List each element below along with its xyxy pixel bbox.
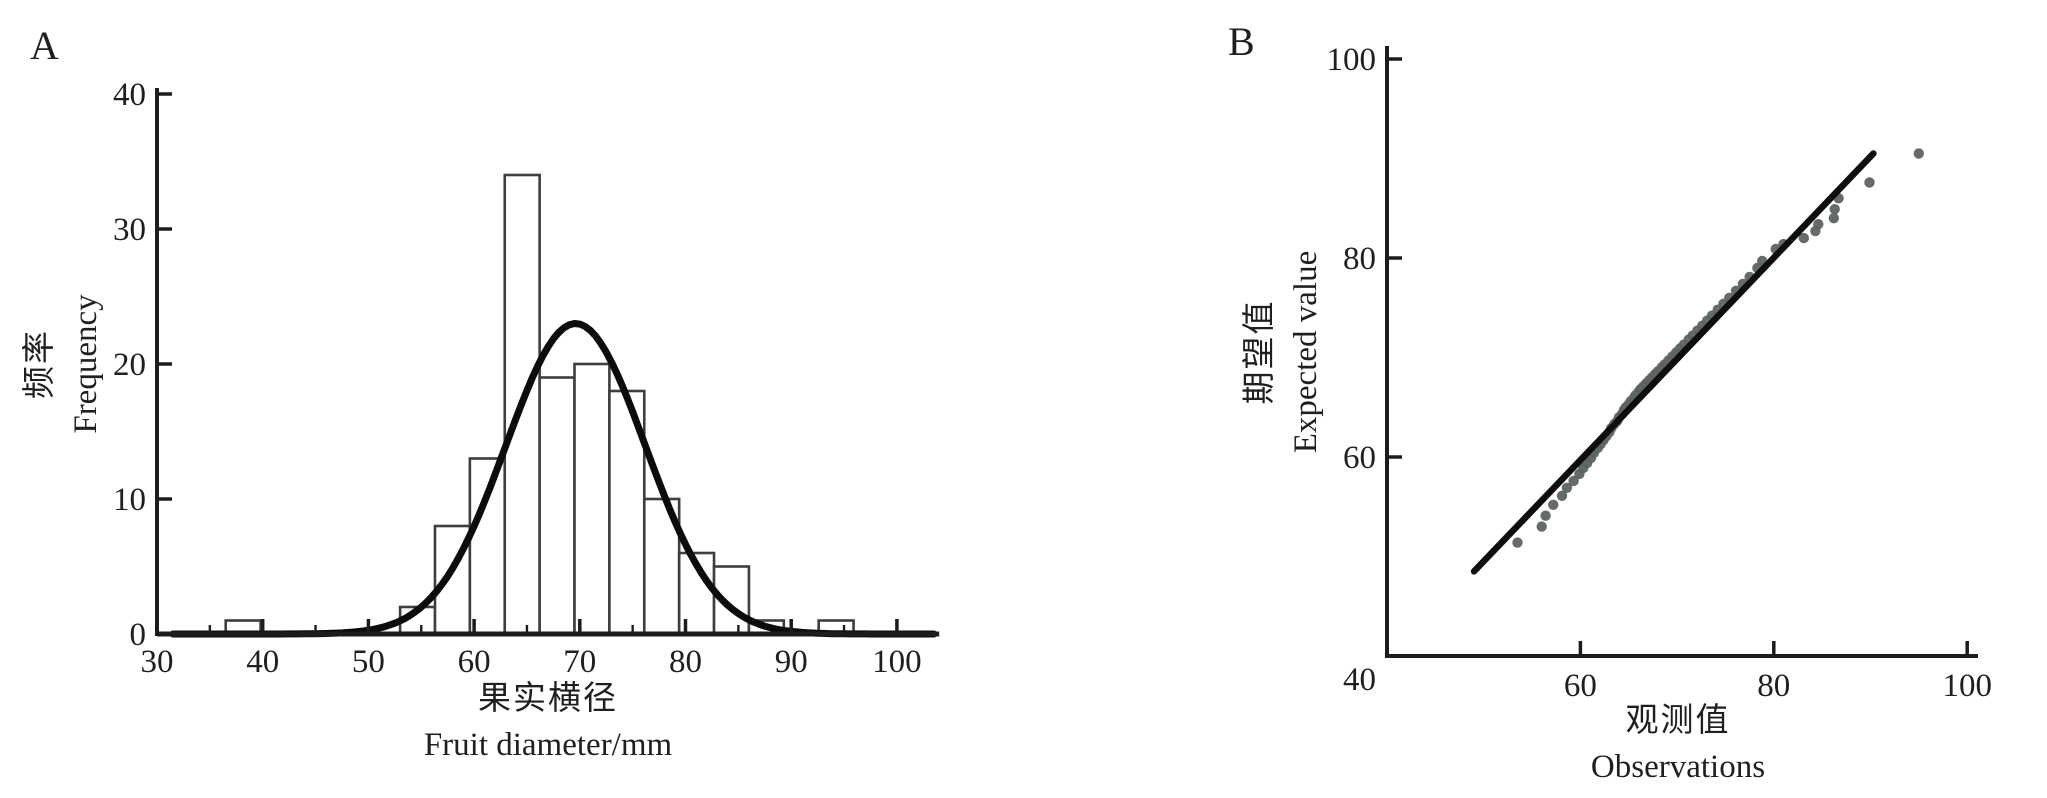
x-axis-tick-label: 100	[1942, 668, 1992, 704]
data-point	[1556, 490, 1568, 501]
histogram-bar	[538, 376, 576, 636]
y-axis-tick-label: 30	[113, 212, 146, 248]
panel-b-x-axis-title-zh: 观测值	[1625, 703, 1731, 739]
histogram-bar	[573, 362, 611, 636]
data-point	[1864, 177, 1875, 188]
panel-b-x-axis-title-en: Observations	[1590, 749, 1766, 785]
data-point	[1561, 482, 1573, 493]
panel-a-x-axis-title-zh: 果实横径	[478, 681, 618, 717]
x-axis-tick-label: 60	[1564, 668, 1597, 704]
x-axis-tick-label: 80	[1757, 668, 1790, 704]
data-point	[1540, 510, 1551, 521]
panel-a-x-axis-title-en: Fruit diameter/mm	[423, 727, 673, 763]
panel-b-y-axis-title-zh: 期望值	[1242, 299, 1278, 405]
data-point	[1512, 537, 1523, 548]
data-point	[1829, 204, 1840, 215]
y-axis-tick-label: 0	[130, 617, 147, 653]
x-axis-tick-label: 70	[563, 644, 596, 680]
x-axis-tick-label: 80	[669, 644, 702, 680]
y-axis-tick-label: 60	[1343, 440, 1376, 476]
x-axis-tick-label: 50	[352, 644, 385, 680]
panel-b-y-axis-title: 期望值 Expected value	[1237, 72, 1329, 632]
y-axis-tick-label: 20	[113, 347, 146, 383]
panel-b-label: B	[1228, 19, 1255, 64]
y-axis-tick-label: 80	[1343, 241, 1376, 277]
y-axis-tick-label: 100	[1327, 42, 1377, 78]
x-axis-tick-label: 30	[141, 644, 174, 680]
data-point	[1913, 148, 1925, 159]
panel-a-label: A	[30, 23, 59, 68]
reference-line	[1470, 150, 1877, 575]
data-point	[1828, 213, 1840, 224]
panel-b-y-axis-title-en: Expected value	[1288, 250, 1324, 454]
data-point	[1536, 521, 1547, 532]
x-axis-tick-label: 100	[872, 644, 922, 680]
data-point	[1568, 475, 1579, 487]
y-axis-tick-label: 40	[113, 77, 146, 113]
x-axis-tick-label: 90	[775, 644, 808, 680]
data-point	[1798, 232, 1810, 244]
panel-a-x-axis-title: 果实横径 Fruit diameter/mm	[268, 676, 828, 768]
scatter-points	[1512, 148, 1925, 548]
y-axis-tick-label: 40	[1343, 662, 1376, 698]
panel-b-x-axis-title: 观测值 Observations	[1398, 698, 1958, 790]
data-point	[1813, 219, 1824, 230]
y-axis-tick-label: 10	[113, 482, 146, 518]
x-axis-tick-label: 40	[246, 644, 279, 680]
x-axis-tick-label: 60	[458, 644, 491, 680]
data-point	[1548, 499, 1559, 510]
